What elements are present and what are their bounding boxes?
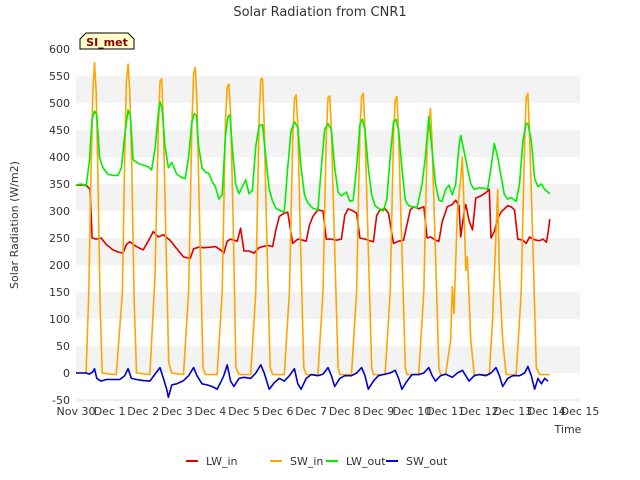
legend-item-label: LW_in (206, 455, 238, 468)
grid-band (76, 265, 580, 292)
y-tick-label: 150 (49, 286, 70, 299)
series-line-lw-in (76, 184, 551, 260)
y-tick-label: 550 (49, 70, 70, 83)
legend: LW_in SW_in LW_out SW_out (186, 455, 448, 468)
badge-shape (79, 32, 135, 50)
grid-band (76, 319, 580, 346)
y-tick-label: 450 (49, 124, 70, 137)
x-tick-label: Dec 6 (262, 405, 294, 418)
y-axis-ticks: -50 0 50 100 150 200 250 300 350 400 450 500 550 600 (49, 43, 70, 407)
y-tick-label: -50 (52, 394, 70, 407)
badge-label: SI_met (86, 36, 128, 49)
x-tick-label: Nov 30 (57, 405, 96, 418)
y-tick-label: 0 (63, 367, 70, 380)
y-axis-label: Solar Radiation (W/m2) (8, 161, 21, 289)
grid-bands (76, 49, 580, 401)
grid-band (76, 184, 580, 211)
series-line-sw-out (76, 364, 549, 399)
grid-band (76, 238, 580, 265)
x-tick-label: Dec 8 (329, 405, 361, 418)
y-tick-label: 400 (49, 151, 70, 164)
y-tick-label: 250 (49, 232, 70, 245)
legend-item-label: LW_out (346, 455, 386, 468)
y-tick-label: 50 (56, 340, 70, 353)
x-tick-label: Dec 2 (127, 405, 159, 418)
x-tick-label: Dec 3 (161, 405, 193, 418)
station-badge: SI_met (79, 32, 135, 50)
x-tick-label: Dec 10 (393, 405, 432, 418)
grid-band (76, 157, 580, 184)
y-tick-label: 600 (49, 43, 70, 56)
x-tick-label: Dec 7 (295, 405, 327, 418)
x-tick-label: Dec 14 (527, 405, 566, 418)
legend-item-label: SW_out (406, 455, 448, 468)
x-tick-label: Dec 4 (195, 405, 227, 418)
x-tick-label: Dec 11 (426, 405, 465, 418)
legend-item-label: SW_in (290, 455, 323, 468)
x-tick-label: Dec 15 (561, 405, 600, 418)
y-tick-label: 350 (49, 178, 70, 191)
x-tick-label: Dec 9 (363, 405, 395, 418)
x-axis-label: Time (554, 423, 582, 436)
y-tick-label: 300 (49, 205, 70, 218)
series-layer (75, 61, 551, 399)
chart-title: Solar Radiation from CNR1 (233, 5, 406, 20)
x-tick-label: Dec 13 (493, 405, 532, 418)
x-tick-label: Dec 12 (460, 405, 499, 418)
y-tick-label: 100 (49, 313, 70, 326)
y-tick-label: 200 (49, 259, 70, 272)
x-tick-label: Dec 1 (94, 405, 126, 418)
grid-band (76, 373, 580, 400)
y-tick-label: 500 (49, 97, 70, 110)
grid-band (76, 292, 580, 319)
x-tick-label: Dec 5 (228, 405, 260, 418)
series-line-lw-out (75, 101, 551, 213)
grid-band (76, 130, 580, 157)
grid-band (76, 49, 580, 76)
